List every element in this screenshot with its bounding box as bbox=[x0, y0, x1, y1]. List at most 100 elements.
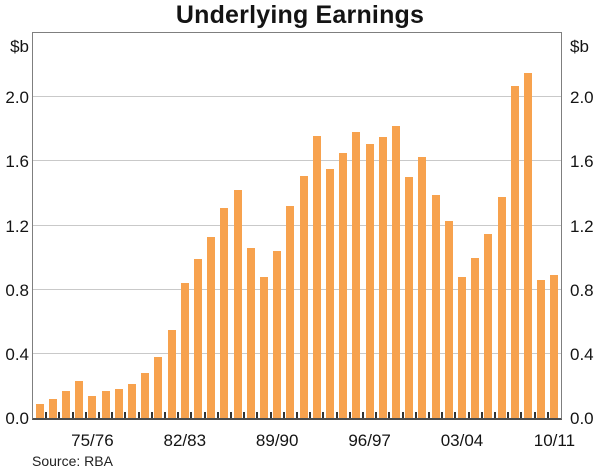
bar-76/77 bbox=[101, 390, 110, 418]
y-axis-unit-right: $b bbox=[570, 37, 589, 56]
y-tick-right-1.6: 1.6 bbox=[570, 152, 594, 172]
x-tick-mark bbox=[216, 412, 219, 418]
x-tick-mark bbox=[124, 412, 127, 418]
bar-00/01 bbox=[418, 156, 427, 418]
bar-88/89 bbox=[260, 276, 268, 418]
x-tick-mark bbox=[164, 412, 166, 418]
x-tick-mark bbox=[309, 412, 312, 418]
bar-73/74 bbox=[62, 390, 70, 418]
x-tick-mark bbox=[494, 412, 496, 418]
bar-08/09 bbox=[524, 73, 532, 418]
x-tick-mark bbox=[362, 412, 364, 418]
bar-06/07 bbox=[497, 196, 506, 418]
bar-04/05 bbox=[471, 257, 480, 418]
x-label-03/04: 03/04 bbox=[440, 431, 484, 450]
bar-74/75 bbox=[75, 381, 84, 418]
x-tick-mark bbox=[507, 412, 510, 418]
x-tick-mark bbox=[296, 412, 298, 418]
x-tick-mark bbox=[467, 412, 470, 418]
bar-03/04 bbox=[458, 276, 466, 418]
bar-91/92 bbox=[299, 175, 308, 418]
y-tick-left-0.8: 0.8 bbox=[5, 280, 29, 300]
bar-90/91 bbox=[286, 206, 295, 418]
bar-84/85 bbox=[207, 236, 216, 418]
bar-93/94 bbox=[326, 169, 334, 418]
x-tick-mark bbox=[203, 412, 206, 418]
y-tick-left-0.0: 0.0 bbox=[5, 409, 29, 428]
x-tick-mark bbox=[401, 412, 404, 418]
x-tick-mark bbox=[388, 412, 391, 418]
bar-94/95 bbox=[339, 153, 348, 418]
x-tick-mark bbox=[533, 412, 536, 418]
y-tick-right-0.8: 0.8 bbox=[570, 280, 594, 300]
x-tick-mark bbox=[520, 412, 523, 418]
y-tick-left-0.4: 0.4 bbox=[5, 344, 29, 364]
x-label-96/97: 96/97 bbox=[348, 431, 391, 450]
x-tick-mark bbox=[428, 412, 430, 418]
gridline-1.2 bbox=[33, 224, 561, 226]
x-tick-mark bbox=[84, 412, 87, 418]
bar-09/10 bbox=[537, 280, 546, 418]
x-tick-mark bbox=[480, 412, 483, 418]
x-tick-mark bbox=[45, 412, 48, 418]
bar-97/98 bbox=[378, 137, 387, 418]
y-tick-left-1.6: 1.6 bbox=[5, 152, 29, 172]
x-tick-mark bbox=[71, 412, 74, 418]
y-axis-unit-left: $b bbox=[10, 37, 29, 56]
bar-71/72 bbox=[35, 403, 44, 418]
x-tick-mark bbox=[230, 412, 232, 418]
x-tick-mark bbox=[441, 412, 444, 418]
bar-01/02 bbox=[431, 195, 440, 418]
x-tick-mark bbox=[546, 412, 549, 418]
x-ticks bbox=[33, 33, 561, 418]
x-tick-mark bbox=[414, 412, 417, 418]
x-label-82/83: 82/83 bbox=[163, 431, 207, 450]
x-label-75/76: 75/76 bbox=[71, 431, 114, 450]
y-tick-left-1.2: 1.2 bbox=[5, 216, 29, 236]
y-tick-left-2.0: 2.0 bbox=[5, 88, 29, 108]
bar-87/88 bbox=[246, 247, 255, 418]
bar-85/86 bbox=[220, 207, 229, 418]
bar-07/08 bbox=[510, 85, 519, 418]
bar-05/06 bbox=[484, 233, 493, 418]
x-tick-mark bbox=[150, 412, 153, 418]
bar-86/87 bbox=[233, 190, 242, 418]
gridline-1.6 bbox=[33, 160, 561, 162]
bar-75/76 bbox=[88, 395, 97, 418]
y-axis-left: 0.0 0.4 0.8 1.2 1.6 2.0 bbox=[0, 0, 29, 475]
y-tick-right-2.0: 2.0 bbox=[570, 88, 594, 108]
x-tick-mark bbox=[98, 412, 100, 418]
x-tick-mark bbox=[111, 412, 114, 418]
bar-72/73 bbox=[48, 398, 57, 418]
bar-80/81 bbox=[154, 357, 163, 418]
bar-95/96 bbox=[352, 132, 361, 418]
x-tick-mark bbox=[243, 412, 246, 418]
plot-area bbox=[32, 32, 562, 420]
y-tick-right-0.4: 0.4 bbox=[570, 344, 594, 364]
gridlines bbox=[33, 33, 561, 418]
bar-99/00 bbox=[405, 177, 414, 418]
bar-78/79 bbox=[128, 384, 136, 418]
bar-77/78 bbox=[114, 389, 123, 418]
gridline-0.4 bbox=[33, 352, 561, 354]
x-tick-mark bbox=[375, 412, 378, 418]
x-tick-mark bbox=[190, 412, 193, 418]
x-tick-mark bbox=[269, 412, 272, 418]
bar-02/03 bbox=[444, 220, 453, 418]
y-tick-right-0.0: 0.0 bbox=[570, 409, 594, 428]
y-axis-right: 0.0 0.4 0.8 1.2 1.6 2.0 bbox=[570, 0, 600, 475]
bars bbox=[33, 33, 561, 418]
x-tick-mark bbox=[348, 412, 351, 418]
bar-96/97 bbox=[365, 143, 374, 418]
source-note: Source: RBA bbox=[32, 453, 113, 469]
bar-82/83 bbox=[180, 283, 189, 418]
x-tick-mark bbox=[454, 412, 457, 418]
bar-83/84 bbox=[194, 259, 202, 418]
chart-title: Underlying Earnings bbox=[175, 1, 425, 29]
gridline-2 bbox=[33, 96, 561, 98]
y-tick-right-1.2: 1.2 bbox=[570, 216, 594, 236]
bar-92/93 bbox=[312, 135, 321, 418]
bar-89/90 bbox=[273, 251, 282, 418]
x-tick-mark bbox=[137, 412, 140, 418]
